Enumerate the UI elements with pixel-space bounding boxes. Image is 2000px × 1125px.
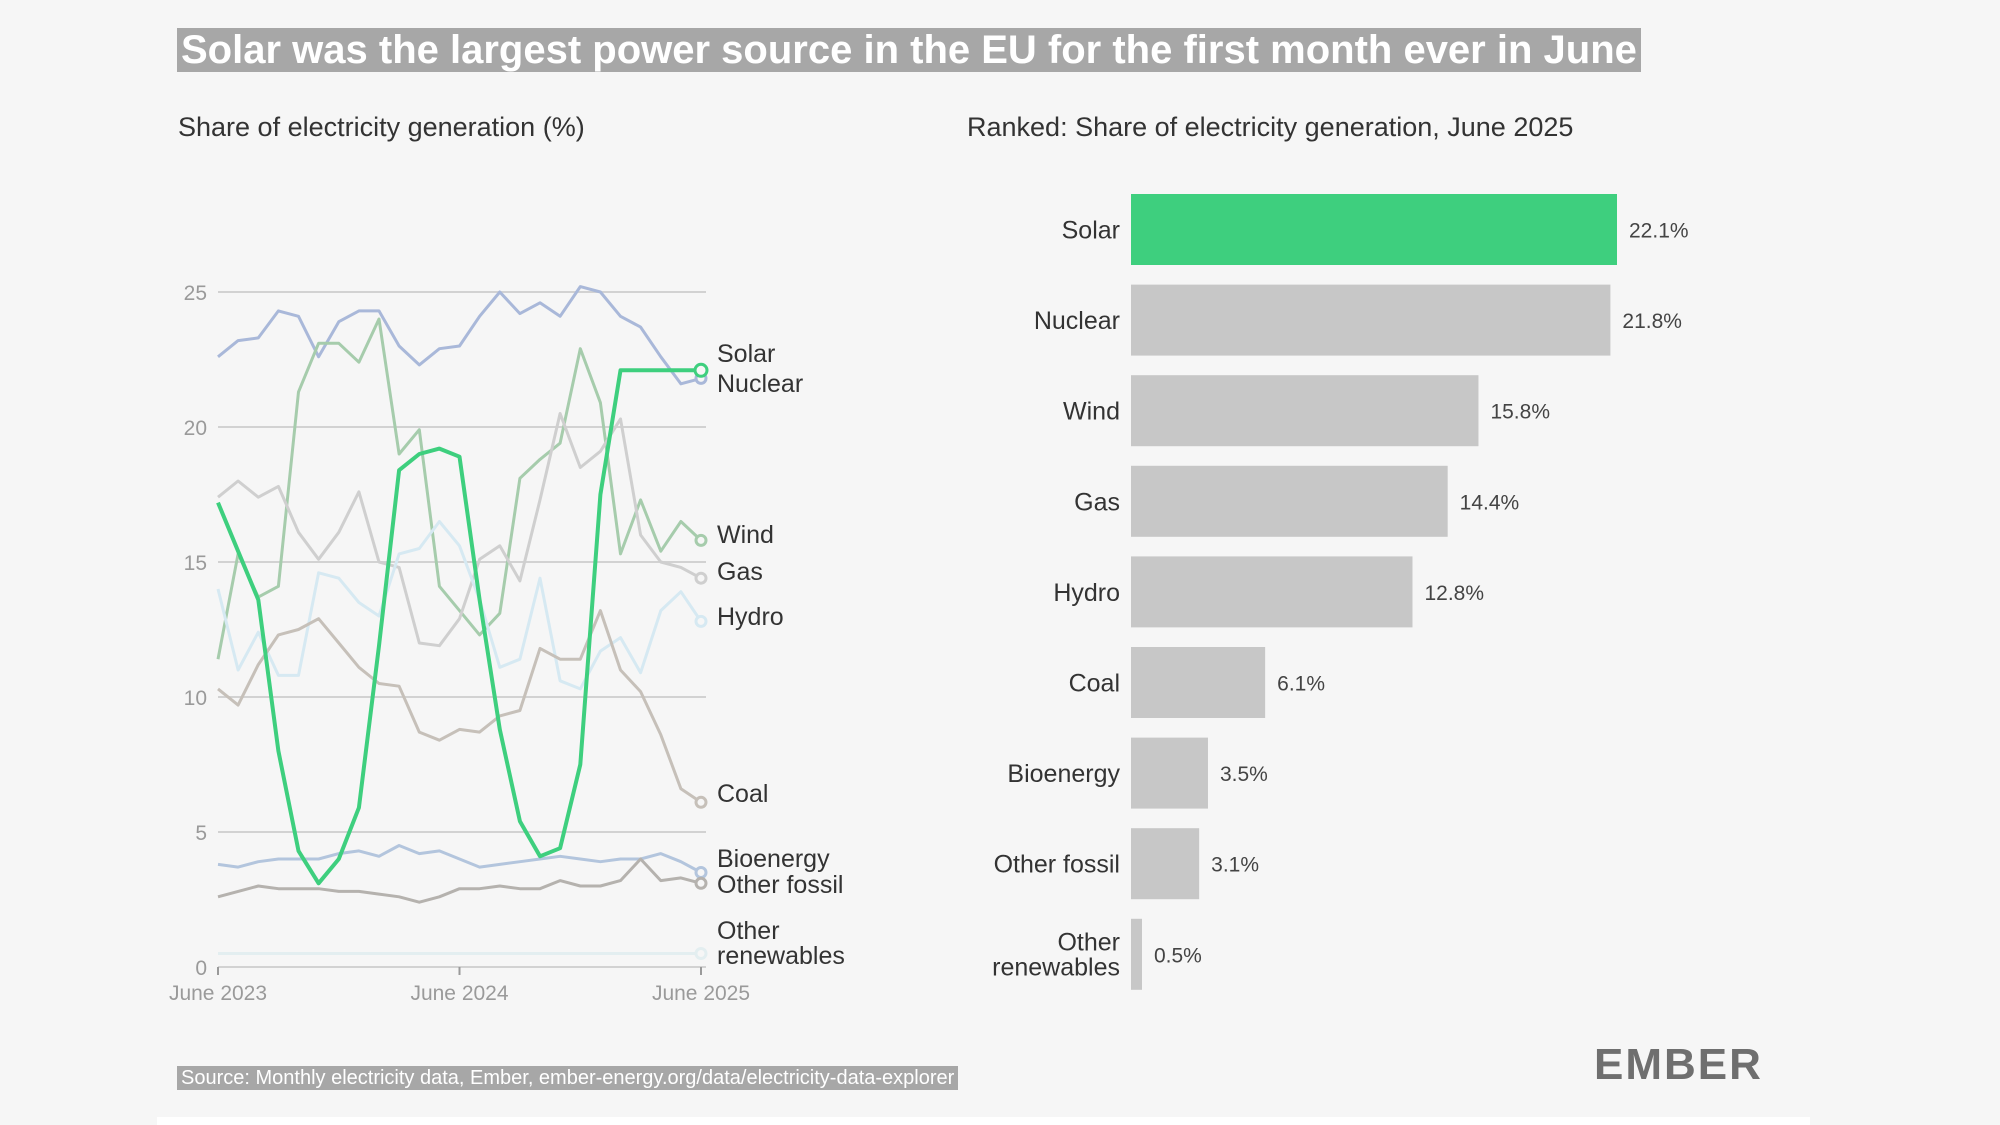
series-label-wind: Wind — [717, 521, 774, 549]
series-label-hydro: Hydro — [717, 603, 784, 631]
y-tick-label: 25 — [184, 282, 207, 305]
series-line-other-fossil — [217, 857, 702, 904]
x-tick-label: June 2024 — [410, 982, 508, 1005]
series-end-marker-solar — [693, 362, 709, 378]
bar-value-label: 15.8% — [1490, 401, 1550, 424]
series-label-gas: Gas — [717, 558, 763, 586]
series-label-bioenergy: Bioenergy — [717, 845, 830, 873]
bar-category-label: Other renewables — [992, 928, 1120, 981]
bar-category-label: Nuclear — [1034, 307, 1120, 335]
bar-value-label: 0.5% — [1154, 944, 1202, 967]
series-line-hydro — [216, 520, 703, 691]
series-line-wind — [216, 317, 703, 660]
bar-chart: Solar 22.1% Nuclear 21.8% Wind 15.8% Gas 14.4% H… — [992, 194, 1689, 990]
bar-hydro — [1131, 556, 1413, 628]
bar-value-label: 22.1% — [1629, 220, 1689, 243]
bar-value-label: 12.8% — [1424, 582, 1484, 605]
bar-other-renewables — [1131, 918, 1142, 990]
bar-other-fossil — [1131, 828, 1200, 900]
series-end-marker-other-fossil — [694, 876, 708, 890]
bar-value-label: 6.1% — [1277, 673, 1325, 696]
series-line-coal — [217, 609, 702, 804]
source-note: Source: Monthly electricity data, Ember,… — [177, 1066, 959, 1090]
series-end-marker-wind — [694, 533, 708, 547]
bar-category-label: Gas — [1074, 488, 1120, 516]
bar-gas — [1131, 465, 1448, 537]
bar-value-label: 21.8% — [1622, 310, 1682, 333]
series-line-bioenergy — [217, 844, 702, 874]
bar-category-label: Hydro — [1053, 579, 1120, 607]
y-tick-label: 10 — [184, 687, 207, 710]
series-line-nuclear — [217, 285, 702, 386]
bar-value-label: 3.1% — [1211, 854, 1259, 877]
series-label-nuclear: Nuclear — [717, 370, 803, 398]
bar-value-label: 14.4% — [1460, 491, 1520, 514]
bar-coal — [1131, 647, 1266, 718]
line-chart: 0 5 10 15 20 25 June 2023 June 2024 June 2025 Sol… — [169, 282, 845, 1005]
bar-category-label: Bioenergy — [1007, 760, 1120, 788]
series-end-marker-coal — [694, 795, 708, 809]
line-chart-title: Share of electricity generation (%) — [178, 112, 585, 142]
bar-category-label: Wind — [1063, 398, 1120, 426]
x-tick-label: June 2023 — [169, 982, 267, 1005]
series-end-marker-gas — [694, 571, 708, 585]
series-line-gas — [217, 412, 702, 648]
bar-category-label: Coal — [1069, 670, 1120, 698]
series-end-marker-hydro — [694, 614, 708, 628]
series-label-other-fossil: Other fossil — [717, 871, 843, 899]
bar-category-label: Solar — [1062, 217, 1120, 245]
y-tick-label: 20 — [184, 417, 207, 440]
y-tick-label: 0 — [195, 957, 207, 980]
x-tick-label: June 2025 — [652, 982, 750, 1005]
bar-nuclear — [1131, 284, 1611, 356]
bar-category-label: Other fossil — [994, 851, 1120, 879]
bar-chart-title: Ranked: Share of electricity generation,… — [967, 112, 1574, 142]
chart-title: Solar was the largest power source in th… — [177, 28, 1641, 72]
bar-bioenergy — [1131, 737, 1208, 809]
y-tick-label: 15 — [184, 552, 207, 575]
bottom-strip — [157, 1117, 1810, 1125]
bar-wind — [1131, 375, 1479, 447]
y-tick-label: 5 — [195, 822, 207, 845]
series-label-solar: Solar — [717, 340, 775, 368]
ember-logo: EMBER — [1594, 1040, 1763, 1089]
bar-solar — [1131, 194, 1617, 265]
series-end-marker-other-renewables — [694, 947, 708, 960]
series-end-marker-bioenergy — [694, 866, 708, 879]
series-label-other-renewables: Other renewables — [717, 917, 845, 970]
series-line-solar — [216, 368, 701, 886]
series-label-coal: Coal — [717, 780, 768, 808]
bar-value-label: 3.5% — [1220, 763, 1268, 786]
